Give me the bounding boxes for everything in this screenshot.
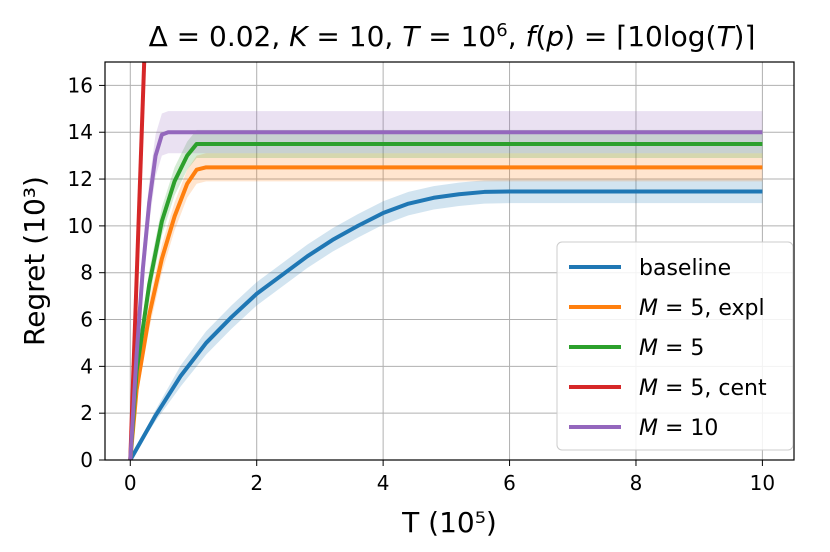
legend-label-baseline: baseline: [639, 256, 731, 281]
line-m-5-expl: [128, 165, 763, 460]
y-tick-label: 2: [80, 401, 93, 425]
y-tick-label: 10: [68, 214, 93, 238]
x-tick-label: 0: [124, 471, 137, 495]
y-tick-label: 14: [68, 120, 93, 144]
legend-label-m-5-cent: M = 5, cent: [639, 376, 767, 401]
x-axis-label: T (10⁵): [401, 506, 497, 539]
y-tick-label: 12: [68, 167, 93, 191]
x-tick-label: 2: [250, 471, 263, 495]
y-tick-label: 16: [68, 73, 93, 97]
legend-box: [556, 241, 794, 451]
line-baseline: [128, 189, 763, 460]
y-tick-label: 4: [80, 354, 93, 378]
x-tick-label: 4: [377, 471, 390, 495]
chart-title: Δ = 0.02, K = 10, T = 106, f(p) = ⌈10log…: [149, 20, 756, 54]
legend-label-m-10: M = 10: [639, 416, 718, 441]
y-tick-label: 0: [80, 448, 93, 472]
x-tick-label: 8: [630, 471, 643, 495]
line-m-5: [128, 141, 763, 460]
y-tick-label: 6: [80, 308, 93, 332]
axes-frame: [104, 61, 795, 461]
ticks: 0 2 4 6 8 10 0 2 4 6 8 10 12 14 16: [68, 73, 776, 495]
series-lines: [128, 62, 763, 460]
band-m-5-expl: [130, 153, 763, 460]
y-tick-label: 8: [80, 261, 93, 285]
legend-label-m-5: M = 5: [639, 336, 704, 361]
legend-label-m-5-expl: M = 5, expl: [639, 296, 765, 321]
y-axis-label: Regret (10³): [18, 176, 51, 346]
x-tick-label: 6: [503, 471, 516, 495]
line-m-10: [128, 130, 763, 460]
legend: baseline M = 5, expl M = 5 M = 5, cent M = 1…: [556, 241, 794, 451]
plot-area: [104, 61, 795, 461]
x-tick-label: 10: [750, 471, 775, 495]
